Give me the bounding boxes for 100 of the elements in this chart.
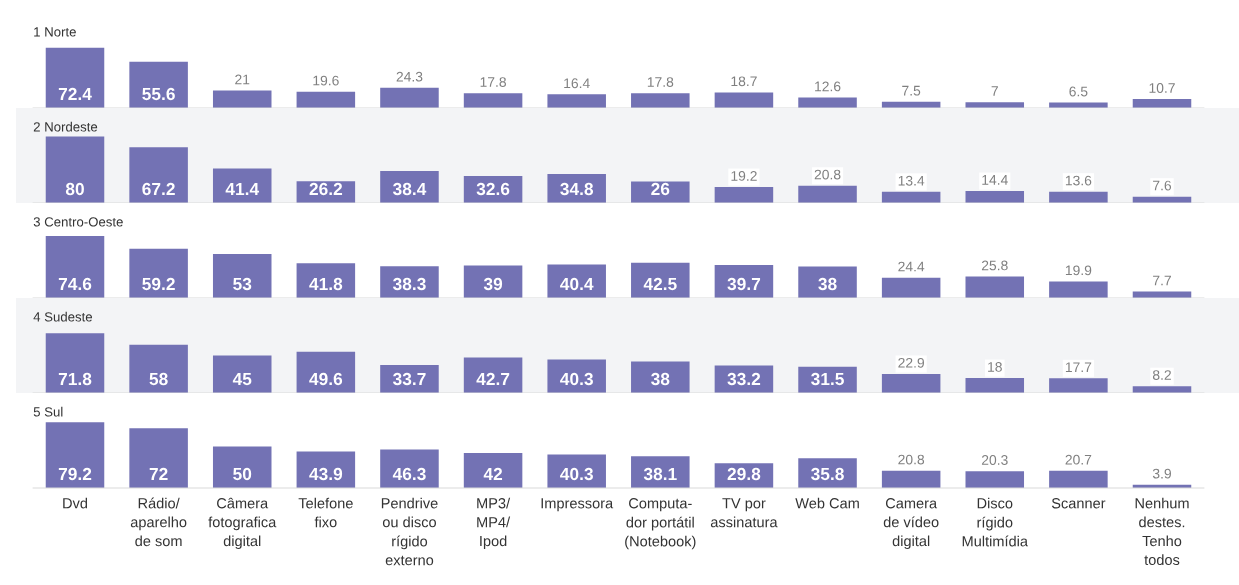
x-tick-label: Web Cam	[795, 497, 859, 509]
bar	[212, 446, 272, 488]
data-label: 24.3	[396, 71, 423, 82]
data-label: 16.4	[564, 78, 590, 89]
data-label: 7.7	[1153, 275, 1171, 286]
x-tick-label: Rádio/ aparelho de som	[130, 497, 187, 547]
data-label: 49.6	[309, 372, 343, 386]
bar	[45, 47, 105, 108]
data-label: 35.8	[811, 467, 844, 481]
data-label: 22.9	[898, 357, 925, 368]
data-label: 26	[651, 182, 670, 196]
data-label: 6.5	[1069, 86, 1088, 97]
data-label: 40.4	[560, 277, 594, 291]
data-label: 20.8	[814, 169, 841, 180]
data-label: 25.8	[981, 260, 1008, 271]
data-label: 31.5	[811, 372, 844, 386]
data-label: 45	[232, 373, 252, 386]
chart-title: 4 Sudeste	[33, 311, 93, 322]
x-tick-label: Scanner	[1051, 498, 1106, 509]
bar	[212, 253, 272, 298]
x-tick-label: TV por assinatura	[710, 498, 778, 528]
x-tick-label: Telefone fixo	[298, 497, 353, 528]
data-label: 80	[65, 182, 84, 196]
data-label: 41.8	[309, 277, 343, 291]
data-label: 17.8	[647, 77, 674, 87]
data-label: 40.3	[560, 467, 593, 481]
data-label: 67.2	[142, 182, 175, 196]
bar	[965, 378, 1025, 393]
data-label: 21	[235, 74, 250, 85]
chart-title: 3 Centro-Oeste	[33, 217, 123, 227]
data-label: 53	[233, 277, 252, 291]
data-label: 19.2	[731, 170, 757, 181]
data-label: 7	[991, 86, 998, 96]
bar	[631, 361, 690, 393]
data-label: 42.7	[476, 372, 510, 385]
data-label: 38	[818, 277, 837, 291]
x-tick-label: Câmera fotografica digital	[208, 497, 277, 550]
data-label: 13.4	[898, 175, 925, 186]
bar	[45, 422, 105, 488]
data-label: 74.6	[58, 277, 92, 291]
x-tick-label: MP3/ MP4/ Ipod	[477, 497, 511, 550]
data-label: 29.8	[727, 467, 761, 481]
data-label: 3.9	[1152, 468, 1171, 479]
x-tick-label: Impressora	[541, 498, 614, 512]
data-label: 20.8	[898, 454, 925, 465]
data-label: 42.5	[643, 277, 677, 291]
bar	[212, 90, 272, 108]
data-label: 17.7	[1065, 362, 1092, 372]
data-label: 42	[483, 467, 503, 480]
bar	[129, 428, 188, 488]
data-label: 34.8	[560, 182, 594, 196]
bar	[129, 61, 188, 108]
data-label: 10.7	[1149, 83, 1175, 93]
data-label: 79.2	[58, 467, 92, 481]
data-label: 39.7	[727, 277, 761, 291]
data-label: 20.7	[1065, 454, 1092, 465]
data-label: 20.3	[981, 455, 1008, 465]
data-label: 55.6	[142, 87, 175, 101]
x-tick-label: Nenhum destes. Tenho todos	[1135, 497, 1189, 566]
x-tick-label: Computa- dor portátil (Notebook)	[625, 498, 696, 550]
data-label: 18.7	[731, 76, 757, 87]
data-label: 24.4	[898, 261, 925, 272]
data-label: 39	[483, 277, 503, 291]
data-label: 17.8	[480, 77, 506, 87]
data-label: 14.4	[982, 175, 1008, 185]
chart-title: 2 Nordeste	[33, 121, 98, 132]
data-label: 18	[988, 361, 1002, 372]
data-label: 46.3	[392, 467, 426, 481]
data-label: 41.4	[225, 183, 260, 195]
bar	[45, 136, 105, 203]
data-label: 26.2	[309, 182, 343, 196]
bar	[129, 248, 188, 298]
data-label: 72.4	[58, 87, 92, 100]
data-label: 43.9	[309, 467, 343, 481]
data-label: 58	[149, 372, 168, 386]
bar	[463, 453, 523, 488]
data-label: 13.6	[1065, 175, 1092, 186]
x-tick-label: Camera de vídeo digital	[883, 498, 939, 550]
data-label: 7.6	[1153, 180, 1172, 191]
data-label: 33.2	[727, 372, 761, 386]
data-label: 71.8	[58, 372, 92, 386]
data-label: 50	[233, 467, 252, 481]
data-label: 33.7	[392, 372, 426, 386]
data-label: 12.6	[815, 81, 841, 92]
bar	[129, 147, 188, 203]
bar	[129, 344, 188, 393]
bar	[212, 355, 272, 393]
x-tick-label: Dvd	[63, 497, 88, 509]
data-label: 38.1	[643, 467, 677, 481]
x-tick-label: Pendrive ou disco rígido externo	[381, 497, 438, 566]
data-label: 40.3	[560, 372, 593, 386]
data-label: 19.9	[1065, 265, 1092, 276]
data-label: 8.2	[1152, 370, 1171, 380]
bar	[547, 264, 606, 298]
bar	[798, 266, 857, 298]
data-label: 38.3	[392, 277, 426, 291]
data-label: 19.6	[313, 75, 339, 86]
chart-title: 5 Sul	[33, 406, 63, 417]
data-label: 72	[149, 467, 168, 480]
data-label: 32.6	[476, 182, 510, 196]
